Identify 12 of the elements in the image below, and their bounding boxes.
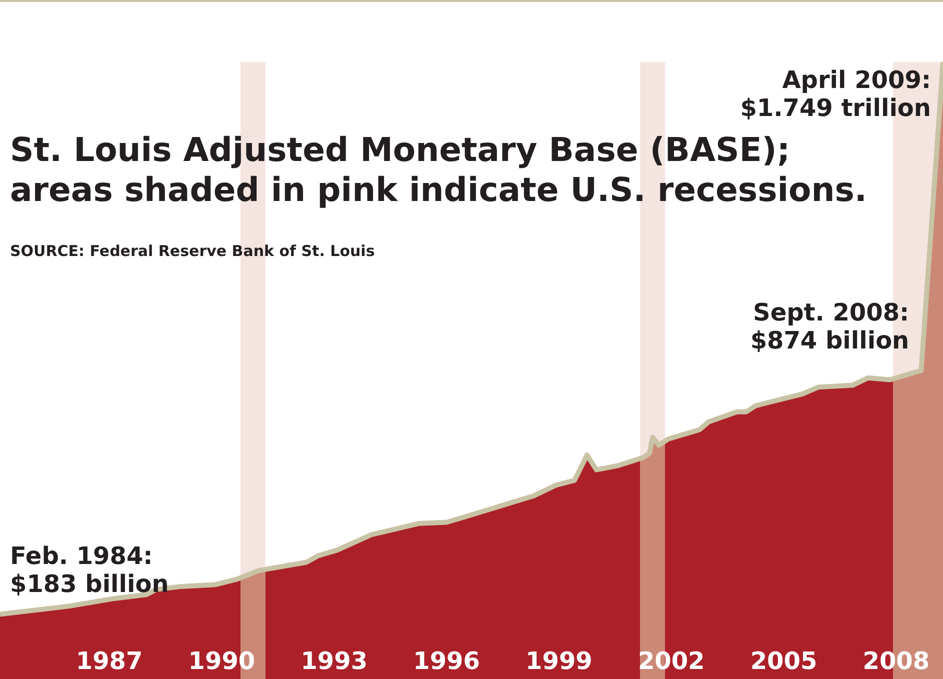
annotation: Feb. 1984: $183 billion [10,542,169,598]
annotation: Sept. 2008: $874 billion [750,298,910,354]
annotation: SOURCE: Federal Reserve Bank of St. Louis [10,242,375,260]
x-tick-label: 2002 [638,647,705,675]
text: St. Louis Adjusted Monetary Base (BASE); areas shaded in pink indicate U.S. recessions. [10,130,867,210]
annotation: April 2009: $1.749 trillion [740,66,931,122]
x-tick-label: 1999 [526,647,592,675]
x-tick-label: 1996 [413,647,480,675]
x-tick-label: 1993 [300,647,368,675]
x-tick-label: 2005 [750,647,818,675]
x-tick-label: 1987 [76,647,143,675]
x-tick-label: 1990 [188,647,256,675]
